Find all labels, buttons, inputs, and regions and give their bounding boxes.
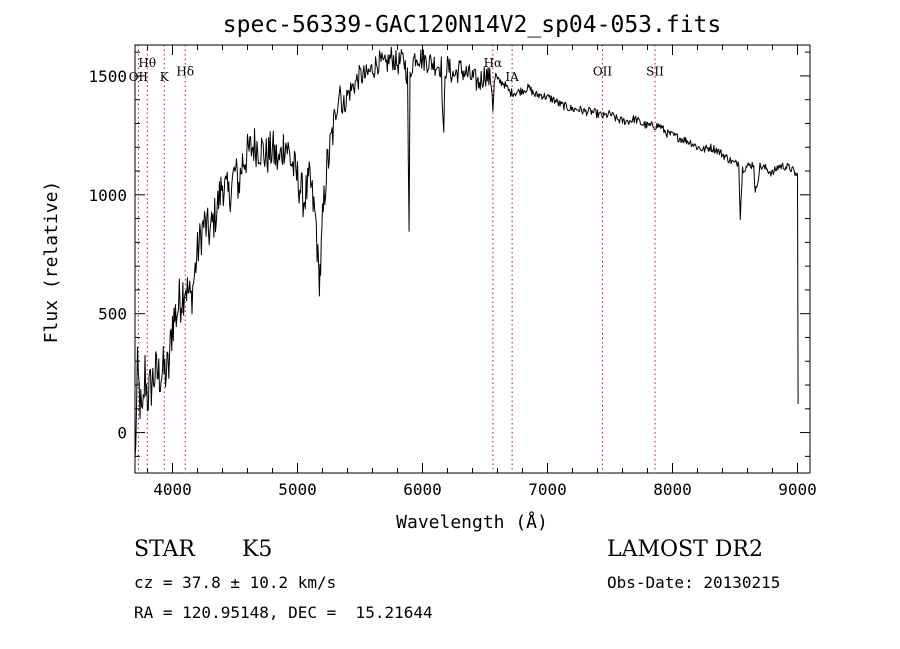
- chart-title: spec-56339-GAC120N14V2_sp04-053.fits: [223, 12, 722, 38]
- y-tick-label: 0: [117, 424, 127, 443]
- spectral-line-label: Hα: [484, 56, 503, 70]
- x-tick-label: 8000: [653, 480, 692, 499]
- spectral-line-label: OII: [129, 70, 149, 84]
- x-tick-label: 5000: [278, 480, 317, 499]
- survey-label: LAMOST DR2: [607, 537, 763, 562]
- y-tick-label: 500: [98, 305, 127, 324]
- spectral-line-label: IA: [505, 70, 519, 84]
- spectral-line-label: SII: [646, 64, 664, 78]
- coordinates-readout: RA = 120.95148, DEC = 15.21644: [134, 603, 433, 622]
- y-tick-label: 1000: [88, 186, 127, 205]
- y-tick-label: 1500: [88, 67, 127, 86]
- x-tick-label: 4000: [153, 480, 192, 499]
- object-class: STAR: [134, 537, 195, 562]
- y-axis-label: Flux (relative): [41, 181, 62, 344]
- redshift-readout: cz = 37.8 ± 10.2 km/s: [134, 573, 337, 592]
- obs-date: Obs-Date: 20130215: [607, 573, 781, 592]
- spectral-subclass: K5: [242, 537, 273, 562]
- plot-frame: [134, 44, 811, 474]
- x-tick-label: 9000: [778, 480, 817, 499]
- x-tick-label: 6000: [403, 480, 442, 499]
- spectral-line-label: OII: [593, 64, 613, 78]
- spectral-line-label: Hθ: [138, 56, 156, 70]
- x-axis-label: Wavelength (Å): [396, 511, 548, 533]
- x-tick-label: 7000: [528, 480, 567, 499]
- spectral-line-label: Hδ: [176, 64, 194, 78]
- spectrum-line: [134, 46, 799, 458]
- spectral-line-label: K: [160, 70, 170, 84]
